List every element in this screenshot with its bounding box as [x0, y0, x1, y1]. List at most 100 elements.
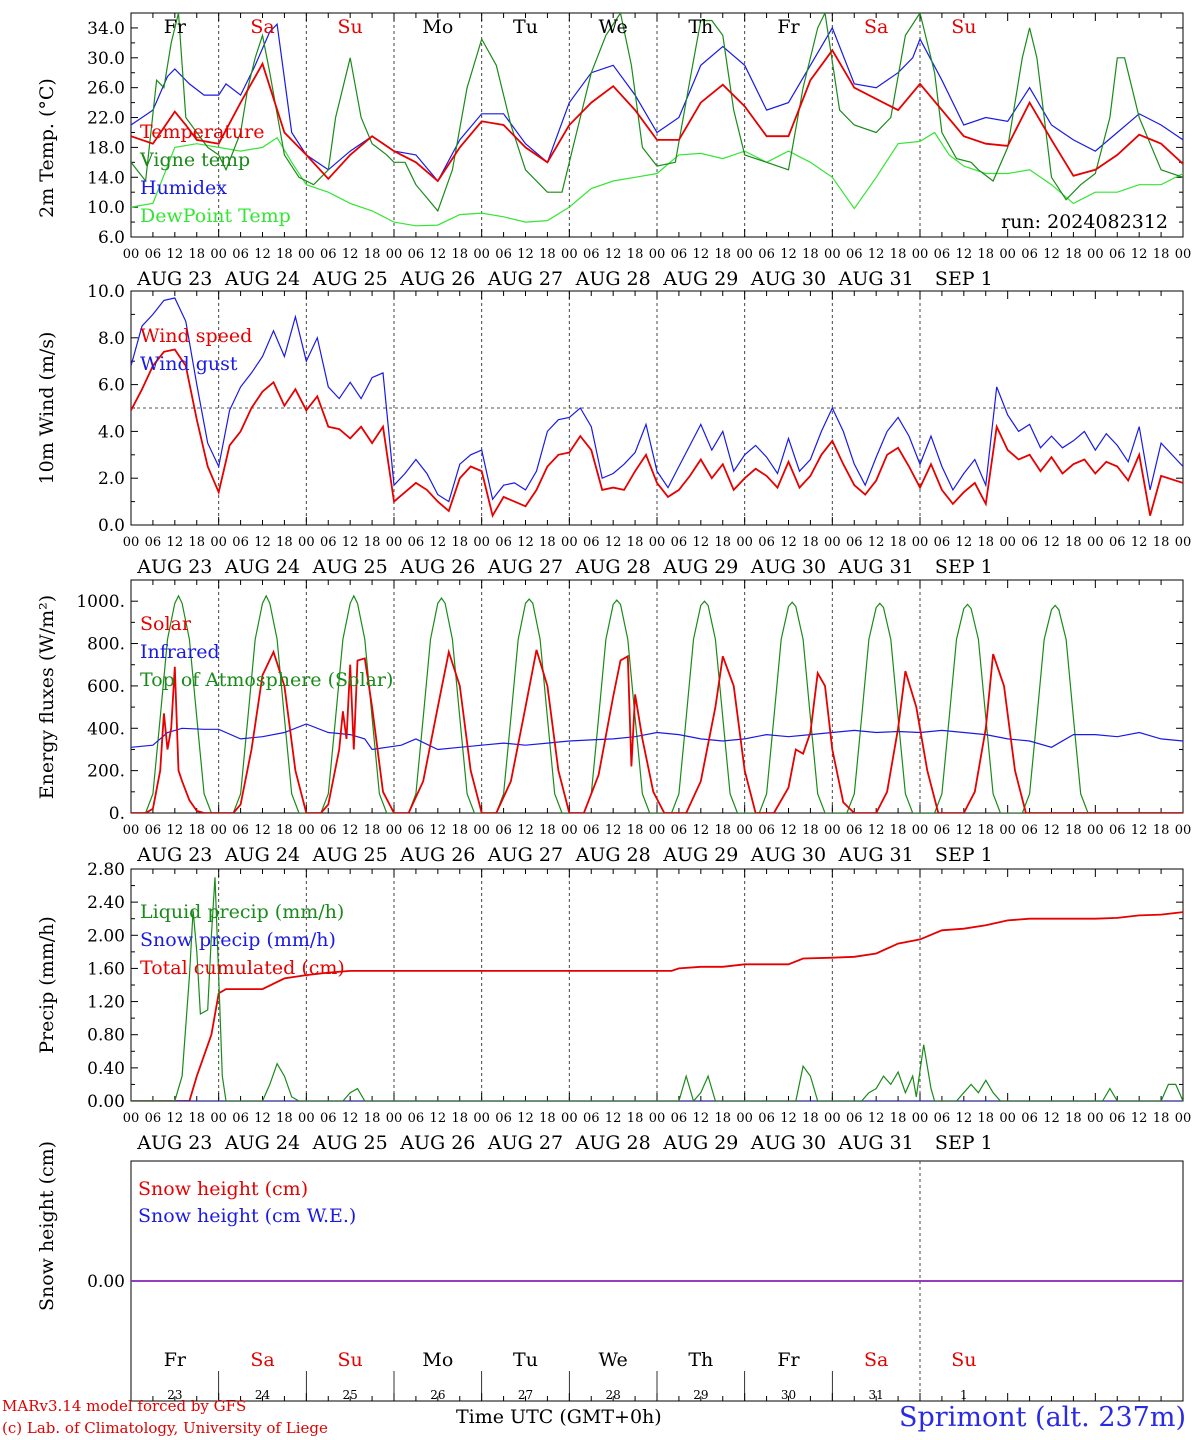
hour-tick-label: 00 [210, 247, 227, 262]
hour-tick-label: 12 [605, 1111, 622, 1126]
y-tick-label: 6.0 [98, 376, 125, 396]
hour-tick-label: 12 [956, 1111, 973, 1126]
date-label: AUG 24 [224, 268, 300, 290]
hour-tick-label: 18 [890, 535, 907, 550]
hour-tick-label: 06 [495, 1111, 512, 1126]
hour-tick-label: 18 [1065, 1111, 1082, 1126]
y-tick-label: 2.40 [87, 893, 125, 913]
day-name-label: We [599, 1349, 628, 1371]
hour-tick-label: 12 [1043, 1111, 1060, 1126]
legend-entry: Wind speed [140, 325, 252, 347]
hour-tick-label: 06 [232, 535, 249, 550]
hour-tick-label: 00 [123, 535, 140, 550]
hour-tick-label: 18 [977, 1111, 994, 1126]
hour-tick-label: 00 [386, 823, 403, 838]
y-tick-label: 4.0 [98, 422, 125, 442]
date-label: AUG 27 [487, 556, 563, 578]
date-label: AUG 29 [662, 556, 738, 578]
hour-tick-label: 12 [430, 535, 447, 550]
date-label: AUG 28 [575, 556, 651, 578]
hour-tick-label: 00 [649, 823, 666, 838]
hour-tick-label: 12 [693, 823, 710, 838]
hour-tick-label: 12 [956, 535, 973, 550]
hour-tick-label: 18 [1153, 247, 1170, 262]
hour-tick-label: 00 [999, 1111, 1016, 1126]
hour-tick-label: 18 [539, 535, 556, 550]
hour-tick-label: 12 [342, 535, 359, 550]
hour-tick-label: 18 [364, 247, 381, 262]
hour-tick-label: 18 [276, 1111, 293, 1126]
legend-entry: Liquid precip (mm/h) [140, 901, 344, 923]
date-label: AUG 30 [750, 844, 826, 866]
hour-tick-label: 00 [824, 247, 841, 262]
hour-tick-label: 06 [671, 247, 688, 262]
hour-tick-label: 06 [408, 247, 425, 262]
hour-tick-label: 18 [802, 823, 819, 838]
day-name-label: Sa [864, 1349, 888, 1371]
date-label: AUG 28 [575, 268, 651, 290]
date-label: AUG 27 [487, 268, 563, 290]
hour-tick-label: 06 [1021, 1111, 1038, 1126]
y-tick-label: 22.0 [87, 109, 125, 129]
hour-tick-label: 00 [1087, 247, 1104, 262]
date-label: AUG 26 [399, 556, 475, 578]
series-line-humidex [131, 22, 1183, 183]
station-name: Sprimont (alt. 237m) [899, 1402, 1186, 1433]
hour-tick-label: 00 [386, 535, 403, 550]
y-tick-label: 26.0 [87, 79, 125, 99]
hour-tick-label: 12 [430, 1111, 447, 1126]
hour-tick-label: 12 [1043, 535, 1060, 550]
hour-tick-label: 12 [517, 535, 534, 550]
hour-tick-label: 00 [1087, 1111, 1104, 1126]
hour-tick-label: 06 [758, 535, 775, 550]
hour-tick-label: 00 [912, 535, 929, 550]
hour-tick-label: 06 [671, 535, 688, 550]
panel-2: 0.0 2.0 4.0 6.0 8.0 10.0 10m Wind (m/s) Wind sp… [36, 282, 1191, 578]
hour-tick-label: 12 [167, 1111, 184, 1126]
hour-tick-label: 06 [1021, 247, 1038, 262]
date-label: AUG 23 [136, 268, 212, 290]
day-name-label: Mo [422, 1349, 453, 1371]
hour-tick-label: 00 [473, 1111, 490, 1126]
hour-tick-label: 00 [123, 247, 140, 262]
hour-tick-label: 00 [561, 535, 578, 550]
date-label: AUG 31 [838, 268, 914, 290]
hour-tick-label: 18 [539, 1111, 556, 1126]
y-axis-label: 2m Temp. (°C) [36, 78, 58, 218]
hour-tick-label: 18 [364, 535, 381, 550]
run-label: run: 2024082312 [1001, 211, 1168, 233]
date-label: AUG 28 [575, 1132, 651, 1154]
hour-tick-label: 00 [824, 535, 841, 550]
y-tick-label: 8.0 [98, 329, 125, 349]
hour-tick-label: 12 [517, 823, 534, 838]
hour-tick-label: 06 [320, 823, 337, 838]
hour-tick-label: 06 [1109, 823, 1126, 838]
hour-tick-label: 18 [802, 535, 819, 550]
hour-tick-label: 00 [298, 1111, 315, 1126]
hour-tick-label: 12 [167, 823, 184, 838]
hour-tick-label: 06 [232, 247, 249, 262]
day-number-label: 23 [167, 1388, 182, 1402]
hour-tick-label: 18 [276, 823, 293, 838]
hour-tick-label: 00 [649, 247, 666, 262]
date-label: AUG 31 [838, 1132, 914, 1154]
y-tick-label: 1.20 [87, 993, 125, 1013]
hour-tick-label: 12 [1131, 535, 1148, 550]
hour-tick-label: 18 [451, 1111, 468, 1126]
day-number-label: 25 [343, 1388, 358, 1402]
date-label: AUG 23 [136, 556, 212, 578]
hour-tick-label: 06 [232, 823, 249, 838]
hour-tick-label: 00 [736, 535, 753, 550]
hour-tick-label: 00 [561, 247, 578, 262]
hour-tick-label: 18 [188, 823, 205, 838]
y-tick-label: 2.0 [98, 469, 125, 489]
date-label: AUG 31 [838, 556, 914, 578]
hour-tick-label: 18 [276, 247, 293, 262]
hour-tick-label: 12 [1131, 1111, 1148, 1126]
y-tick-label: 200. [87, 762, 125, 782]
y-tick-label: 1000. [76, 592, 125, 612]
hour-tick-label: 06 [846, 535, 863, 550]
hour-tick-label: 06 [583, 1111, 600, 1126]
hour-tick-label: 18 [364, 823, 381, 838]
hour-tick-label: 00 [736, 823, 753, 838]
